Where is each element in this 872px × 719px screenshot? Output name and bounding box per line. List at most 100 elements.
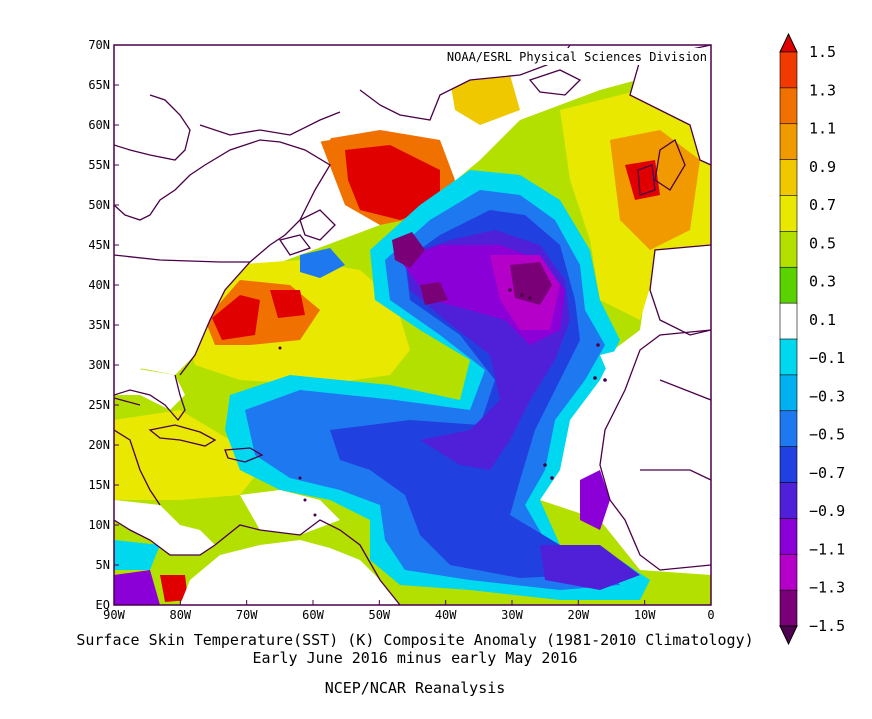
colorbar-swatch <box>779 51 798 89</box>
colorbar-label: −0.5 <box>809 426 845 444</box>
colorbar-label: −1.5 <box>809 617 845 635</box>
coastline-newfoundland <box>299 209 336 241</box>
colorbar-label: 0.3 <box>809 273 836 291</box>
lon-tick-label: 60W <box>302 608 324 622</box>
anomaly-darkpurple-west <box>392 232 425 268</box>
colorbar-swatch <box>779 87 798 125</box>
land-mask <box>114 45 711 605</box>
coastline-uk <box>654 139 686 191</box>
coastline-iberia <box>649 244 711 336</box>
anomaly-blue-newengland <box>300 248 345 278</box>
colorbar-max-arrow <box>779 32 798 53</box>
colorbar-swatch <box>779 410 798 448</box>
lat-tick-label: 10N <box>88 518 110 532</box>
coastline-central-america <box>114 519 216 556</box>
border-us-mexico <box>114 397 141 406</box>
island-capeverde-1 <box>543 463 547 467</box>
anomaly-purple-panama <box>114 570 160 605</box>
colorbar-swatch <box>779 482 798 520</box>
anomaly-darkpurple-west-2 <box>420 282 448 305</box>
credit-box <box>430 48 710 65</box>
colorbar-label: 1.1 <box>809 120 836 138</box>
border-canada-us <box>114 254 250 263</box>
colorbar-swatch <box>779 589 798 627</box>
land-central-america <box>114 500 215 555</box>
lat-tick-label: 25N <box>88 398 110 412</box>
island-antilles-1 <box>298 476 302 480</box>
lat-tick-label: 15N <box>88 478 110 492</box>
island-capeverde-2 <box>550 476 554 480</box>
lon-tick-label: 20W <box>567 608 589 622</box>
lat-tick-label: 40N <box>88 278 110 292</box>
coastline-hispaniola <box>224 447 264 463</box>
coastline-gulf-mexico <box>114 429 161 506</box>
coastline-north-america <box>114 139 331 376</box>
colorbar-swatch <box>779 231 798 269</box>
colorbar-label: −0.7 <box>809 464 845 482</box>
island-antilles-3 <box>313 513 317 517</box>
lon-tick-label: 30W <box>501 608 523 622</box>
colorbar-label: 0.5 <box>809 234 836 252</box>
island-azores-1 <box>508 288 512 292</box>
anomaly-red-gulfstream-2 <box>270 290 305 318</box>
anomaly-purple-westafrica <box>580 470 610 530</box>
anomaly-field <box>114 45 711 605</box>
lon-tick-label: 90W <box>103 608 125 622</box>
colorbar-swatch <box>779 446 798 484</box>
lat-tick-label: 45N <box>88 238 110 252</box>
caption-period: Early June 2016 minus early May 2016 <box>252 649 578 667</box>
colorbar-min-arrow <box>779 625 798 646</box>
colorbar-swatch <box>779 123 798 161</box>
colorbar-swatch <box>779 302 798 340</box>
lat-tick-label: EQ <box>96 598 110 612</box>
caption-title: Surface Skin Temperature(SST) (K) Compos… <box>76 631 754 649</box>
missing-gap-canaries <box>600 345 640 390</box>
anomaly-cyan-ecuador <box>114 540 160 570</box>
lon-tick-label: 40W <box>435 608 457 622</box>
anomaly-red-ireland <box>625 160 660 200</box>
lat-tick-label: 35N <box>88 318 110 332</box>
lat-tick-label: 50N <box>88 198 110 212</box>
lat-tick-label: 20N <box>88 438 110 452</box>
colorbar-label: −1.1 <box>809 540 845 558</box>
colorbar-label: 1.5 <box>809 43 836 61</box>
island-madeira <box>596 343 600 347</box>
border-africa-2 <box>640 469 711 481</box>
colorbar-swatch <box>779 553 798 591</box>
colorbar-label: 0.7 <box>809 196 836 214</box>
colorbar-swatch <box>779 338 798 376</box>
anomaly-red-gulfstream <box>212 295 260 340</box>
border-africa-1 <box>659 379 711 401</box>
colorbar-swatch <box>779 518 798 556</box>
colorbar-swatch <box>779 159 798 197</box>
anomaly-purple-gulfofguinea <box>540 545 640 590</box>
caption-source: NCEP/NCAR Reanalysis <box>324 679 506 697</box>
anomaly-red-panama <box>160 575 188 602</box>
lat-tick-label: 55N <box>88 158 110 172</box>
colorbar-swatch <box>779 195 798 233</box>
island-bermuda <box>278 346 282 350</box>
land-south-america <box>180 540 400 605</box>
land-florida-gap <box>114 365 185 410</box>
credit-label: NOAA/ESRL Physical Sciences Division <box>447 50 707 64</box>
coastline-nova-scotia <box>278 234 312 256</box>
colorbar-label: −0.3 <box>809 387 845 405</box>
colorbar-label: 1.3 <box>809 81 836 99</box>
lat-tick-label: 60N <box>88 118 110 132</box>
colorbar-label: 0.9 <box>809 158 836 176</box>
land-iberia <box>650 245 711 335</box>
land-canada-north <box>114 45 430 150</box>
island-azores-3 <box>528 296 532 300</box>
colorbar-label: 0.1 <box>809 311 836 329</box>
anomaly-red-labrador <box>345 145 440 220</box>
island-antilles-2 <box>303 498 307 502</box>
lon-tick-label: 70W <box>236 608 258 622</box>
anomaly-yellow-caribbean <box>114 410 260 500</box>
colorbar-swatch <box>779 374 798 412</box>
coastline-cuba <box>148 424 217 447</box>
anomaly-orange-greenland-sea <box>450 75 520 125</box>
lon-tick-label: 0 <box>707 608 714 622</box>
lat-tick-label: 70N <box>88 38 110 52</box>
lon-tick-label: 50W <box>368 608 390 622</box>
